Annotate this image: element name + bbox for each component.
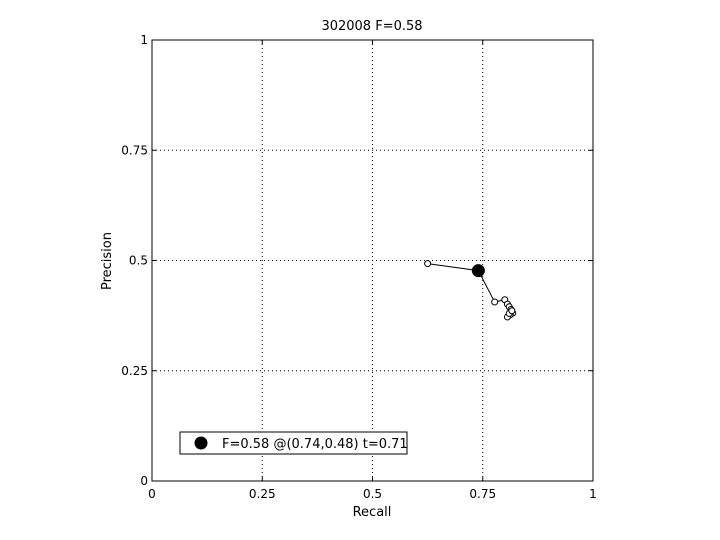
y-tick-label: 1 (140, 33, 148, 47)
series-layer (424, 260, 517, 321)
best-f-point (471, 264, 485, 278)
chart-title: 302008 F=0.58 (321, 19, 422, 34)
y-tick-labels: 0 0.25 0.5 0.75 1 (121, 33, 148, 488)
legend-box (179, 431, 408, 455)
axis-ticks (151, 39, 594, 482)
y-axis-label: Precision (100, 232, 115, 290)
x-tick-label: 1 (589, 487, 597, 501)
pr-curve-line (427, 263, 514, 318)
legend-label: F=0.58 @(0.74,0.48) t=0.71 (222, 437, 408, 452)
pr-curve-point (424, 260, 432, 268)
x-tick-label: 0.25 (249, 487, 276, 501)
pr-curve-point (508, 307, 516, 315)
legend: F=0.58 @(0.74,0.48) t=0.71 (179, 431, 408, 455)
grid (152, 40, 593, 481)
x-tick-label: 0.5 (363, 487, 382, 501)
y-tick-label: 0.75 (121, 143, 148, 157)
x-axis-label: Recall (353, 505, 392, 520)
pr-curve-point (491, 298, 499, 306)
y-tick-label: 0.25 (121, 364, 148, 378)
legend-marker (194, 436, 208, 450)
y-tick-label: 0.5 (129, 254, 148, 268)
x-tick-label: 0 (148, 487, 156, 501)
x-tick-label: 0.75 (469, 487, 496, 501)
y-tick-label: 0 (140, 474, 148, 488)
x-tick-labels: 0 0.25 0.5 0.75 1 (148, 487, 597, 501)
